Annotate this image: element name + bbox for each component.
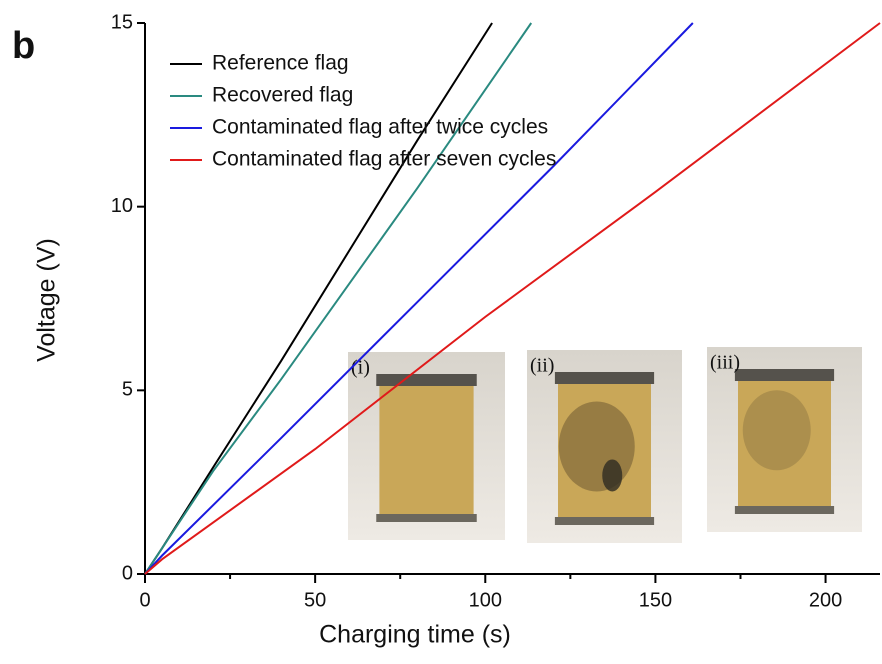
legend-label: Reference flag [212,52,349,75]
x-tick-label: 200 [809,589,842,611]
flag-fabric [379,380,473,520]
inset-label: (iii) [710,352,740,374]
inset-photos: (i)(ii)(iii) [348,347,862,543]
flag-electrode [735,369,834,381]
legend-label: Recovered flag [212,84,353,107]
x-tick-label: 0 [139,589,150,611]
y-tick-label: 0 [122,562,133,584]
flag-electrode [555,372,654,384]
flag-electrode [735,506,834,514]
contamination [743,390,811,470]
x-tick-label: 100 [469,589,502,611]
flag-electrode [376,374,476,386]
y-axis-title: Voltage (V) [33,238,61,362]
legend-label: Contaminated flag after seven cycles [212,148,556,171]
flag-electrode [555,517,654,525]
y-tick-label: 5 [122,379,133,401]
flag-electrode [376,514,476,522]
inset-label: (ii) [530,355,554,377]
chart: b Charging time (s) Voltage (V) (i)(ii)(… [0,0,882,659]
x-tick-label: 50 [304,589,326,611]
y-tick-label: 15 [111,11,133,33]
y-tick-label: 10 [111,195,133,217]
x-axis-title: Charging time (s) [319,621,511,649]
legend-label: Contaminated flag after twice cycles [212,116,548,139]
panel-label: b [12,25,35,67]
contamination [602,459,622,491]
contamination [559,402,635,492]
x-tick-label: 150 [639,589,672,611]
